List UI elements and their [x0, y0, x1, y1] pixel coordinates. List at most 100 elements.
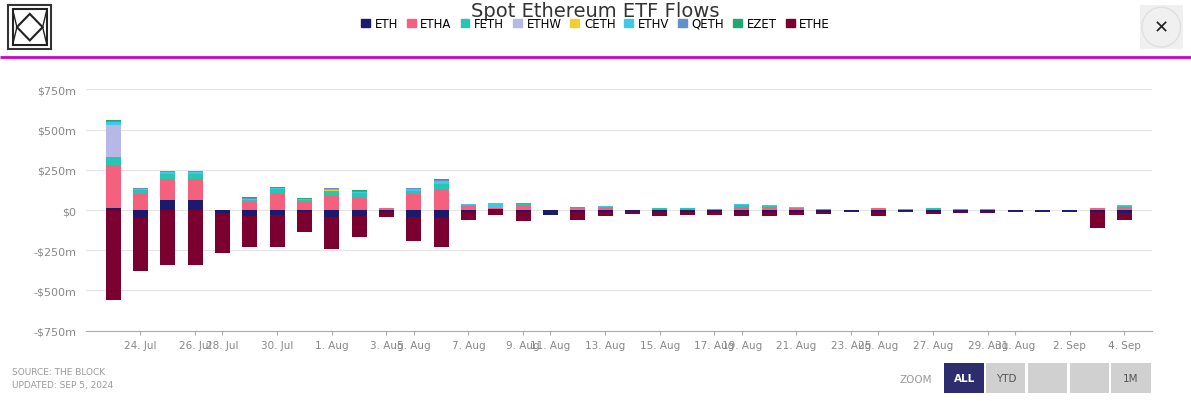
- Bar: [351, 194, 367, 198]
- Bar: [161, 173, 175, 174]
- Bar: [133, 219, 148, 271]
- Bar: [297, 200, 312, 201]
- Bar: [980, 210, 996, 211]
- Bar: [379, 209, 394, 211]
- Bar: [516, 212, 530, 222]
- Bar: [242, 203, 257, 211]
- Bar: [598, 207, 612, 208]
- Bar: [324, 189, 339, 190]
- Bar: [324, 218, 339, 250]
- Bar: [187, 174, 202, 179]
- Bar: [598, 211, 612, 212]
- Bar: [214, 214, 230, 254]
- Bar: [488, 211, 504, 215]
- Bar: [133, 211, 148, 219]
- Bar: [788, 211, 804, 212]
- Bar: [461, 212, 476, 220]
- Bar: [434, 182, 449, 184]
- Bar: [406, 190, 422, 191]
- Bar: [269, 188, 285, 189]
- Bar: [187, 171, 202, 172]
- Bar: [297, 203, 312, 211]
- Text: Spot Ethereum ETF Flows: Spot Ethereum ETF Flows: [472, 2, 719, 21]
- Bar: [1117, 206, 1131, 207]
- Bar: [106, 211, 120, 300]
- Bar: [324, 191, 339, 196]
- Bar: [1008, 211, 1023, 213]
- Bar: [242, 211, 257, 216]
- Bar: [516, 204, 530, 205]
- Bar: [269, 215, 285, 247]
- Bar: [133, 188, 148, 189]
- Bar: [734, 212, 749, 217]
- Bar: [653, 210, 667, 211]
- Bar: [161, 180, 175, 201]
- Bar: [734, 211, 749, 212]
- Bar: [516, 203, 530, 204]
- Bar: [133, 190, 148, 194]
- Bar: [953, 212, 968, 214]
- Bar: [761, 211, 777, 212]
- Bar: [434, 184, 449, 185]
- Bar: [707, 211, 722, 212]
- Bar: [351, 190, 367, 191]
- Bar: [297, 199, 312, 200]
- Bar: [871, 209, 886, 211]
- Bar: [161, 172, 175, 173]
- Bar: [707, 212, 722, 215]
- Bar: [1090, 211, 1104, 212]
- Bar: [106, 166, 120, 209]
- Bar: [488, 210, 504, 211]
- Bar: [406, 218, 422, 242]
- Bar: [570, 211, 585, 212]
- Bar: [379, 213, 394, 218]
- Bar: [406, 189, 422, 190]
- Bar: [761, 206, 777, 207]
- Text: ZOOM: ZOOM: [899, 374, 931, 384]
- Bar: [406, 191, 422, 194]
- Bar: [898, 210, 913, 211]
- Bar: [379, 211, 394, 213]
- Bar: [434, 211, 449, 219]
- Bar: [953, 210, 968, 211]
- Bar: [653, 212, 667, 217]
- Bar: [242, 199, 257, 200]
- Bar: [871, 208, 886, 209]
- Bar: [761, 212, 777, 217]
- Bar: [925, 212, 941, 215]
- Bar: [570, 212, 585, 220]
- Bar: [106, 121, 120, 122]
- Bar: [297, 201, 312, 203]
- Bar: [925, 211, 941, 212]
- Bar: [843, 211, 859, 213]
- Bar: [161, 201, 175, 211]
- Bar: [161, 211, 175, 265]
- Bar: [816, 211, 831, 212]
- Bar: [953, 211, 968, 212]
- Bar: [434, 181, 449, 182]
- Bar: [680, 212, 694, 215]
- Bar: [106, 209, 120, 211]
- Bar: [324, 190, 339, 191]
- Bar: [816, 212, 831, 215]
- Bar: [187, 173, 202, 174]
- Bar: [734, 206, 749, 207]
- Bar: [351, 217, 367, 238]
- Bar: [1062, 211, 1077, 212]
- Bar: [351, 191, 367, 192]
- Bar: [161, 171, 175, 172]
- Bar: [351, 192, 367, 194]
- Bar: [788, 212, 804, 215]
- Bar: [816, 210, 831, 211]
- Text: SOURCE: THE BLOCK
UPDATED: SEP 5, 2024: SOURCE: THE BLOCK UPDATED: SEP 5, 2024: [12, 368, 113, 389]
- Bar: [653, 211, 667, 212]
- Bar: [187, 172, 202, 173]
- Bar: [269, 187, 285, 188]
- Bar: [242, 200, 257, 203]
- Bar: [406, 188, 422, 189]
- Bar: [598, 208, 612, 211]
- Bar: [680, 211, 694, 212]
- Bar: [761, 207, 777, 211]
- Bar: [788, 207, 804, 208]
- Bar: [269, 211, 285, 215]
